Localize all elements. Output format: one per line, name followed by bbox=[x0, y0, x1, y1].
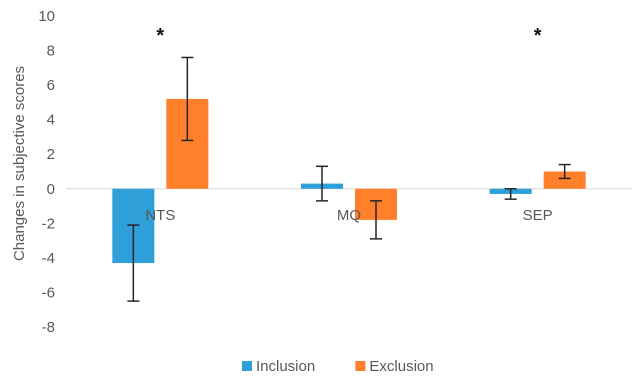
y-tick-label: 4 bbox=[47, 112, 55, 129]
legend-label-exclusion: Exclusion bbox=[369, 358, 433, 375]
y-tick-label: -4 bbox=[42, 250, 55, 267]
x-category-label: MQ bbox=[337, 207, 361, 224]
axes: 10 8 6 4 2 0 -2 -4 -6 -8 bbox=[38, 8, 632, 336]
legend: Inclusion Exclusion bbox=[242, 358, 434, 375]
significance-marker: * bbox=[534, 25, 542, 47]
bars bbox=[112, 99, 585, 263]
legend-label-inclusion: Inclusion bbox=[256, 358, 315, 375]
y-tick-label: 6 bbox=[47, 77, 55, 94]
y-tick-label: -6 bbox=[42, 284, 55, 301]
legend-swatch-exclusion bbox=[355, 361, 365, 371]
y-tick-label: 0 bbox=[47, 181, 55, 198]
y-tick-label: 8 bbox=[47, 43, 55, 60]
y-tick-label: -2 bbox=[42, 215, 55, 232]
significance-marker: * bbox=[156, 25, 164, 47]
y-axis-label: Changes in subjective scores bbox=[11, 66, 28, 261]
y-tick-label: 2 bbox=[47, 146, 55, 163]
legend-swatch-inclusion bbox=[242, 361, 252, 371]
x-category-label: NTS bbox=[145, 207, 175, 224]
x-category-label: SEP bbox=[523, 207, 553, 224]
y-tick-label: 10 bbox=[38, 8, 55, 25]
y-tick-label: -8 bbox=[42, 319, 55, 336]
